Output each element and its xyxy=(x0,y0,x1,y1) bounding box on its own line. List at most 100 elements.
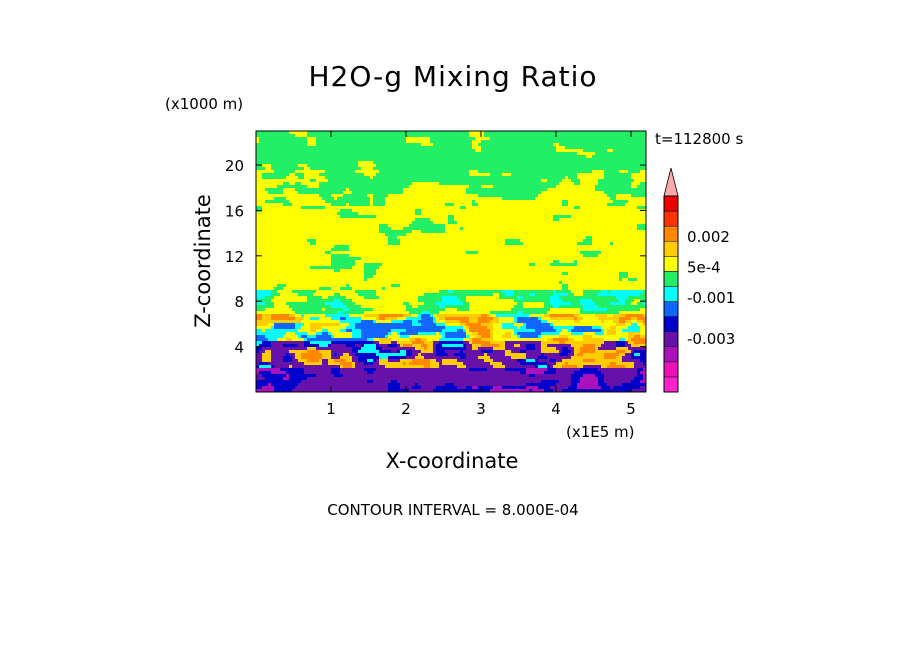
heatmap-cell xyxy=(445,212,449,216)
heatmap-cell xyxy=(355,134,359,138)
heatmap-cell xyxy=(574,197,578,201)
heatmap-cell xyxy=(445,197,449,201)
heatmap-cell xyxy=(448,161,452,165)
heatmap-cell xyxy=(385,158,389,162)
heatmap-cell xyxy=(271,170,275,174)
heatmap-cell xyxy=(550,206,554,210)
heatmap-cell xyxy=(469,188,473,192)
heatmap-cell xyxy=(577,149,581,153)
heatmap-cell xyxy=(523,176,527,180)
heatmap-cell xyxy=(640,131,644,135)
heatmap-cell xyxy=(550,227,554,231)
heatmap-cell xyxy=(580,131,584,135)
heatmap-cell xyxy=(418,182,422,186)
heatmap-cell xyxy=(520,227,524,231)
heatmap-cell xyxy=(595,182,599,186)
heatmap-cell xyxy=(373,215,377,219)
heatmap-cell xyxy=(478,167,482,171)
heatmap-cell xyxy=(583,164,587,168)
heatmap-cell xyxy=(502,146,506,150)
heatmap-cell xyxy=(388,227,392,231)
heatmap-cell xyxy=(292,176,296,180)
heatmap-cell xyxy=(385,206,389,210)
heatmap-cell xyxy=(538,140,542,144)
heatmap-cell xyxy=(358,194,362,198)
heatmap-cell xyxy=(397,215,401,219)
heatmap-cell xyxy=(640,176,644,180)
heatmap-cell xyxy=(487,161,491,165)
heatmap-cell xyxy=(505,164,509,168)
heatmap-cell xyxy=(505,206,509,210)
heatmap-cell xyxy=(361,221,365,225)
heatmap-cell xyxy=(604,155,608,159)
heatmap-cell xyxy=(550,194,554,198)
heatmap-cell xyxy=(262,161,266,165)
heatmap-cell xyxy=(511,197,515,201)
heatmap-cell xyxy=(478,200,482,204)
heatmap-cell xyxy=(469,140,473,144)
heatmap-cell xyxy=(430,143,434,147)
heatmap-cell xyxy=(499,170,503,174)
heatmap-cell xyxy=(523,143,527,147)
heatmap-cell xyxy=(394,143,398,147)
heatmap-cell xyxy=(616,191,620,195)
heatmap-cell xyxy=(589,161,593,165)
heatmap-cell xyxy=(457,197,461,201)
heatmap-cell xyxy=(445,176,449,180)
heatmap-cell xyxy=(457,200,461,204)
heatmap-cell xyxy=(592,140,596,144)
heatmap-cell xyxy=(583,152,587,156)
heatmap-cell xyxy=(460,191,464,195)
heatmap-cell xyxy=(631,224,635,228)
heatmap-cell xyxy=(430,158,434,162)
heatmap-cell xyxy=(592,239,596,243)
heatmap-cell xyxy=(310,206,314,210)
heatmap-cell xyxy=(616,140,620,144)
heatmap-cell xyxy=(475,152,479,156)
heatmap-cell xyxy=(427,134,431,138)
heatmap-cell xyxy=(295,134,299,138)
heatmap-cell xyxy=(550,173,554,177)
heatmap-cell xyxy=(292,224,296,228)
heatmap-cell xyxy=(493,146,497,150)
heatmap-cell xyxy=(364,233,368,237)
heatmap-cell xyxy=(610,176,614,180)
heatmap-cell xyxy=(454,164,458,168)
heatmap-cell xyxy=(394,137,398,141)
heatmap-cell xyxy=(406,215,410,219)
heatmap-cell xyxy=(562,233,566,237)
heatmap-cell xyxy=(319,185,323,189)
heatmap-cell xyxy=(640,221,644,225)
heatmap-cell xyxy=(298,218,302,222)
heatmap-cell xyxy=(613,188,617,192)
heatmap-cell xyxy=(424,161,428,165)
heatmap-cell xyxy=(448,239,452,243)
heatmap-cell xyxy=(418,167,422,171)
heatmap-cell xyxy=(418,224,422,228)
heatmap-cell xyxy=(370,200,374,204)
heatmap-cell xyxy=(463,212,467,216)
heatmap-cell xyxy=(397,200,401,204)
heatmap-cell xyxy=(616,146,620,150)
heatmap-cell xyxy=(478,233,482,237)
heatmap-cell xyxy=(577,137,581,141)
heatmap-cell xyxy=(640,170,644,174)
heatmap-cell xyxy=(508,176,512,180)
heatmap-cell xyxy=(613,176,617,180)
heatmap-cell xyxy=(637,218,641,222)
heatmap-cell xyxy=(391,221,395,225)
heatmap-cell xyxy=(547,176,551,180)
heatmap-cell xyxy=(451,194,455,198)
heatmap-cell xyxy=(445,224,449,228)
heatmap-cell xyxy=(403,167,407,171)
heatmap-cell xyxy=(424,155,428,159)
heatmap-cell xyxy=(508,134,512,138)
heatmap-cell xyxy=(529,179,533,183)
heatmap-cell xyxy=(472,155,476,159)
heatmap-cell xyxy=(256,245,260,249)
heatmap-cell xyxy=(355,137,359,141)
heatmap-cell xyxy=(622,185,626,189)
heatmap-cell xyxy=(262,191,266,195)
heatmap-cell xyxy=(568,239,572,243)
heatmap-cell xyxy=(580,152,584,156)
